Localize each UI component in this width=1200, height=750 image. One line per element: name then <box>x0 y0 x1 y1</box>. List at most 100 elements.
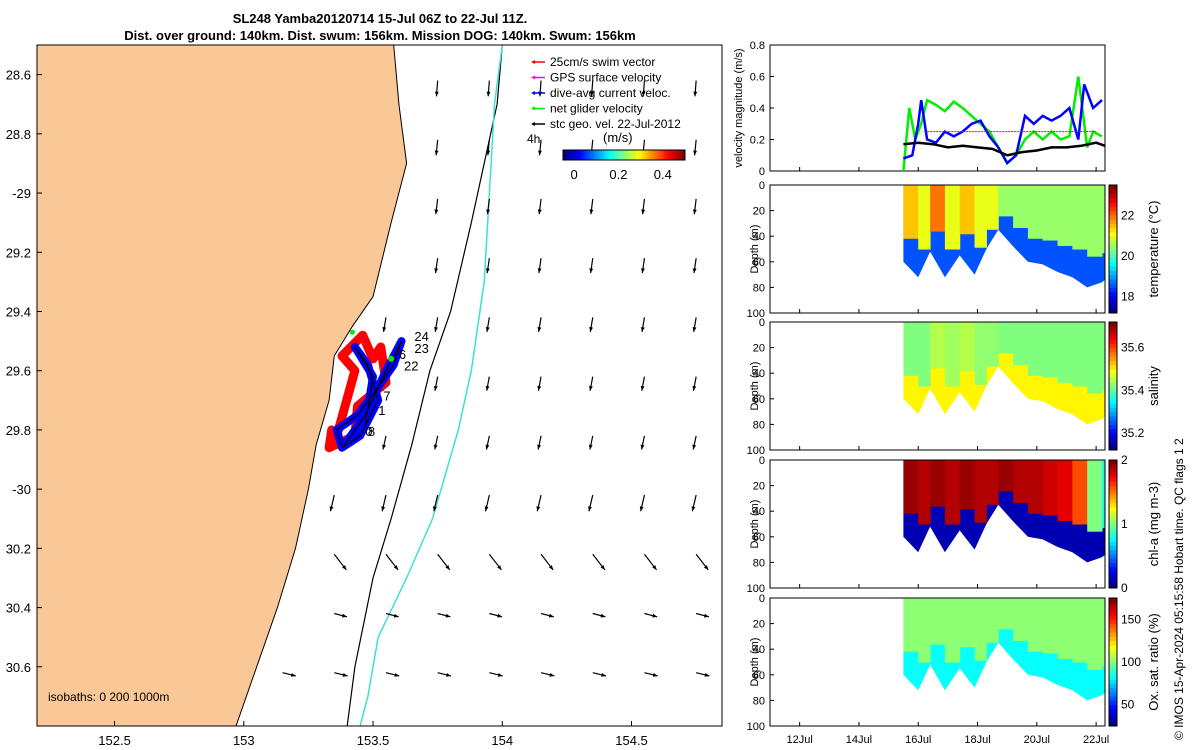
section-y-tick-label: 80 <box>753 419 765 431</box>
current-arrow-head <box>433 506 437 512</box>
section-colorbar-cell <box>1109 562 1117 568</box>
current-arrow-head <box>342 565 347 570</box>
current-arrow <box>641 80 646 97</box>
section-column <box>1013 185 1029 229</box>
current-arrow-head <box>485 327 490 332</box>
speed-colorbar-cell <box>596 150 601 160</box>
current-arrow-head <box>486 150 491 156</box>
section-field <box>903 460 1105 563</box>
section-colorbar-cell <box>1109 343 1117 349</box>
current-arrow <box>691 494 697 512</box>
section-colorbar-cell <box>1109 708 1117 714</box>
map-frame <box>36 44 723 727</box>
current-arrow-head <box>381 506 386 512</box>
section-y-tick-label: 0 <box>759 455 765 467</box>
map-y-tick-label: 30.6 <box>6 660 31 675</box>
section-colorbar-cell <box>1109 519 1117 525</box>
current-arrow-head <box>537 209 542 215</box>
section-column <box>1027 598 1044 652</box>
current-arrow-head <box>433 385 438 391</box>
section-colorbar-cell <box>1109 691 1117 697</box>
speed-colorbar-cell <box>624 150 628 160</box>
speed-colorbar-cell <box>669 150 674 160</box>
section-colorbar-cell <box>1109 326 1117 332</box>
current-arrow-head <box>589 268 594 274</box>
map-y-tick-label: 28.8 <box>6 127 31 142</box>
section-column <box>1027 322 1044 376</box>
current-arrow-head <box>445 565 450 570</box>
current-arrow <box>434 198 439 215</box>
section-colorbar-cell <box>1109 653 1117 659</box>
speed-colorbar-cell <box>657 150 662 160</box>
current-arrow <box>282 672 297 677</box>
track-label: 7 <box>383 388 390 403</box>
section-ylabel: Depth (m) <box>749 500 761 549</box>
section-column <box>944 460 961 525</box>
section-colorbar-cell <box>1109 674 1117 680</box>
map-y-tick-label: -29 <box>12 186 31 201</box>
section-column <box>1102 598 1105 667</box>
current-arrow <box>488 553 502 571</box>
current-arrow <box>382 435 387 450</box>
section-column <box>1102 185 1105 254</box>
map-y-tick-label: 28.6 <box>6 68 31 83</box>
section-colorbar-cell <box>1109 308 1117 314</box>
current-arrow <box>536 494 542 512</box>
section-colorbar-cell <box>1109 231 1117 237</box>
current-arrow <box>486 139 491 156</box>
section-field <box>903 185 1105 288</box>
section-colorbar-label: Ox. sat. ratio (%) <box>1146 613 1161 711</box>
legend-entry: stc geo. vel. 22-Jul-2012 <box>550 117 681 131</box>
section-colorbar-cell <box>1109 407 1117 413</box>
section-colorbar-cell <box>1109 300 1117 305</box>
velocity-y-tick-label: 0.4 <box>750 103 765 115</box>
section-colorbar-cell <box>1109 721 1117 727</box>
current-arrow-head <box>497 613 503 618</box>
section-colorbar-cell <box>1109 304 1117 310</box>
section-colorbar-cell <box>1109 553 1117 559</box>
map-y-tick-label: 29.4 <box>6 304 31 319</box>
current-arrow-head <box>446 672 451 677</box>
current-arrow <box>540 553 554 571</box>
speed-colorbar-cell <box>666 150 671 160</box>
section-y-tick-label: 100 <box>747 445 765 457</box>
speed-colorbar-cell <box>639 150 643 160</box>
section-column <box>1057 185 1073 246</box>
section-column <box>998 460 1014 492</box>
speed-colorbar-cell <box>602 150 607 160</box>
speed-colorbar-cell <box>578 150 582 160</box>
section-colorbar-cell <box>1109 583 1117 589</box>
current-arrow <box>540 672 555 677</box>
current-arrow <box>693 139 698 156</box>
section-column <box>959 460 976 510</box>
section-column <box>1013 598 1029 642</box>
section-colorbar-cell <box>1109 368 1117 374</box>
velocity-y-tick-label: 0.2 <box>750 135 765 147</box>
section-column <box>944 598 961 663</box>
section-column <box>1057 460 1073 521</box>
current-arrow <box>643 553 658 571</box>
section-colorbar-tick: 20 <box>1121 249 1135 263</box>
section-colorbar-frame <box>1108 321 1118 451</box>
current-arrow-head <box>691 506 696 512</box>
current-arrow <box>385 672 400 677</box>
section-colorbar-cell <box>1109 536 1117 542</box>
section-colorbar-cell <box>1109 511 1117 516</box>
speed-colorbar-cell <box>599 150 604 160</box>
current-arrow-head <box>588 444 593 450</box>
current-arrow <box>589 317 594 332</box>
speed-colorbar-cell <box>672 150 677 160</box>
current-arrow-head <box>641 209 646 215</box>
map-y-tick-label: -30 <box>12 482 31 497</box>
current-arrow-head <box>640 385 645 391</box>
section-y-tick-label: 60 <box>753 257 765 269</box>
net-glider-point <box>388 355 395 362</box>
section-column <box>974 460 987 523</box>
section-colorbar-cell <box>1109 236 1117 241</box>
current-arrow <box>639 494 646 512</box>
section-column <box>986 598 999 643</box>
section-colorbar-tick: 2 <box>1121 453 1128 467</box>
section-colorbar-tick: 35.6 <box>1121 341 1145 355</box>
section-colorbar-cell <box>1109 223 1117 229</box>
